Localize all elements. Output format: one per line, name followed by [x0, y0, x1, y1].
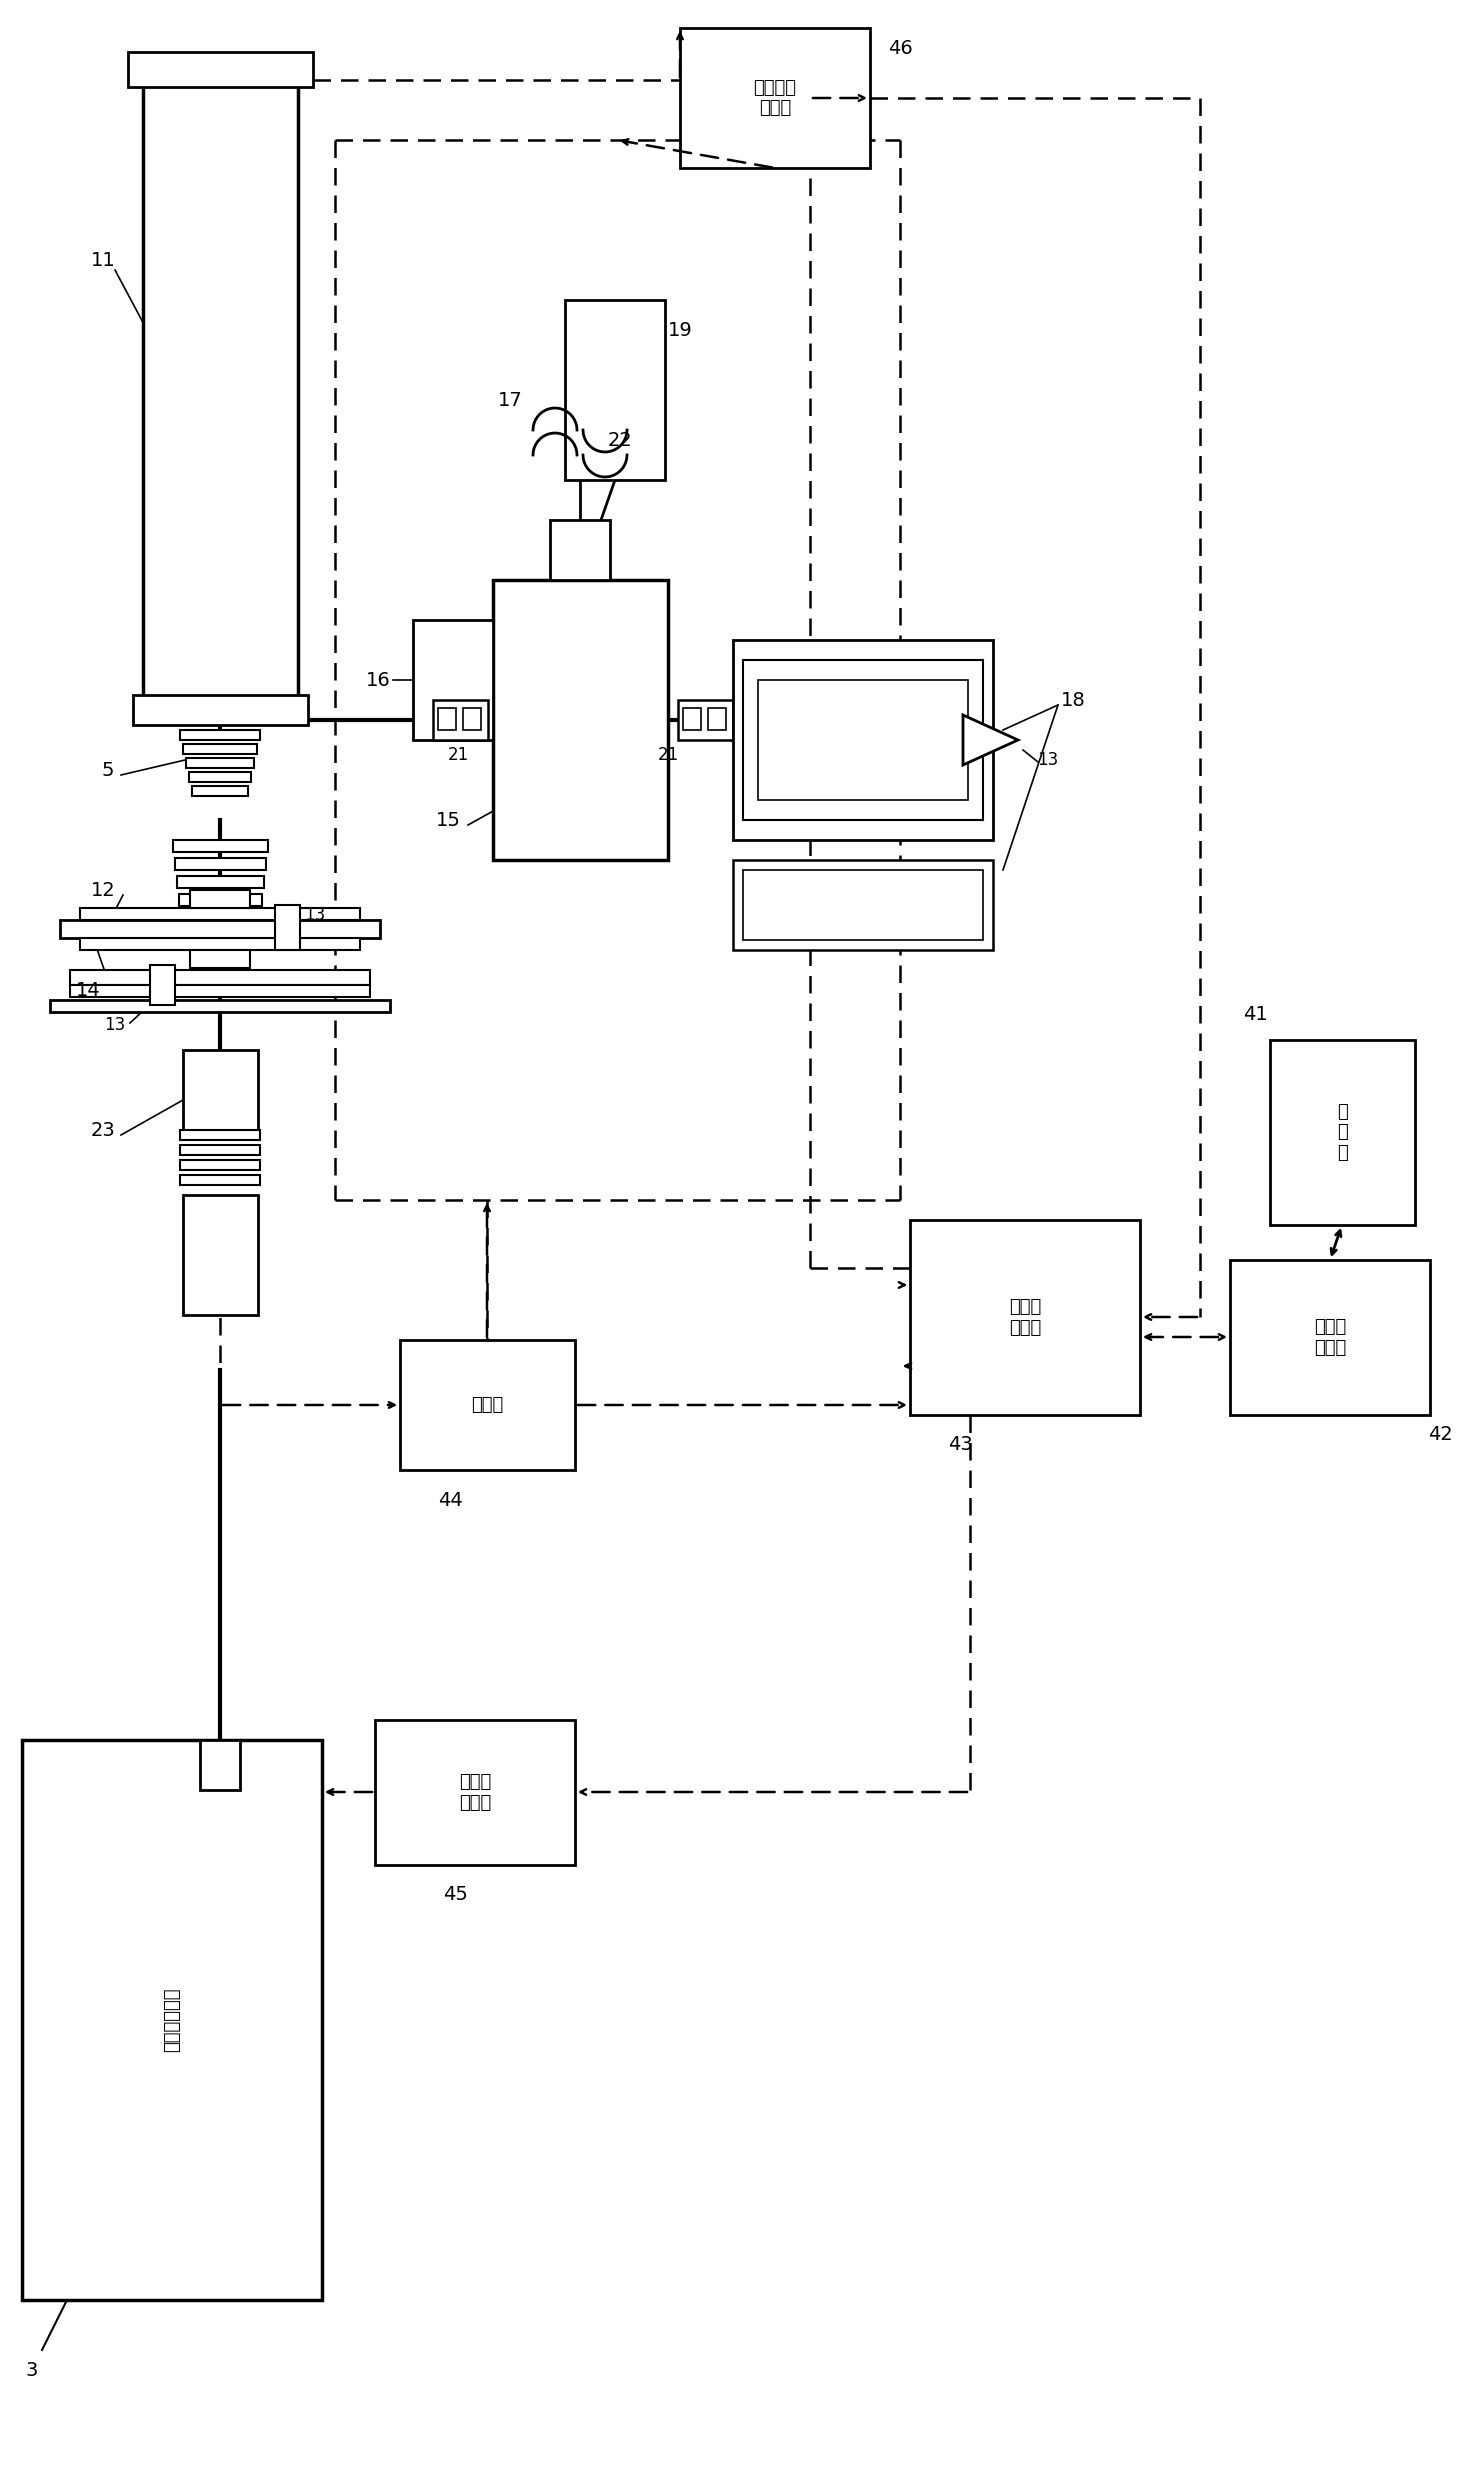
Text: 驱动电机
控制器: 驱动电机 控制器	[753, 79, 796, 117]
Bar	[707, 709, 727, 729]
Bar	[400, 1341, 575, 1470]
Bar	[150, 964, 175, 1004]
Text: 3: 3	[25, 2360, 39, 2380]
Bar	[179, 895, 262, 905]
Bar	[182, 1195, 258, 1314]
Bar	[684, 709, 701, 729]
Text: 原功机
控制器: 原功机 控制器	[458, 1772, 491, 1812]
Bar	[59, 920, 380, 937]
Bar	[179, 729, 260, 741]
Text: 16: 16	[366, 669, 390, 689]
Bar	[681, 27, 871, 169]
Text: 41: 41	[1243, 1006, 1268, 1024]
Text: 23: 23	[90, 1121, 116, 1140]
Text: 22: 22	[608, 431, 632, 449]
Text: 5: 5	[102, 761, 114, 778]
Text: 46: 46	[888, 40, 912, 57]
Bar	[412, 620, 492, 741]
Bar	[182, 1051, 258, 1130]
Text: 驱动滤
波电路: 驱动滤 波电路	[1008, 1299, 1041, 1336]
Bar	[179, 1160, 260, 1170]
Bar	[80, 937, 360, 949]
Bar	[176, 875, 264, 887]
Text: 21: 21	[657, 746, 679, 764]
Polygon shape	[962, 714, 1017, 766]
Text: 45: 45	[442, 1887, 467, 1904]
Text: 13: 13	[104, 1016, 126, 1034]
Text: 实时仿
真系统: 实时仿 真系统	[1314, 1319, 1347, 1356]
Bar	[463, 709, 480, 729]
Bar	[437, 709, 455, 729]
Bar	[758, 679, 968, 801]
Bar	[733, 640, 994, 840]
Bar	[190, 949, 251, 967]
Text: 13: 13	[1038, 751, 1059, 768]
Text: 计
算
机: 计 算 机	[1338, 1103, 1348, 1163]
Text: 44: 44	[437, 1490, 463, 1510]
Text: 13: 13	[304, 905, 326, 925]
Text: 18: 18	[1060, 692, 1086, 709]
Bar	[492, 580, 667, 860]
Bar	[182, 744, 257, 754]
Text: 14: 14	[76, 982, 101, 999]
Bar	[200, 1740, 240, 1790]
Bar	[133, 694, 308, 724]
Bar	[142, 59, 298, 699]
Bar	[1269, 1041, 1415, 1225]
Text: 43: 43	[948, 1435, 973, 1455]
Text: 21: 21	[448, 746, 469, 764]
Bar	[188, 771, 251, 781]
Bar	[743, 870, 983, 940]
Bar	[911, 1220, 1140, 1416]
Bar	[550, 521, 610, 580]
Bar	[1229, 1259, 1430, 1416]
Text: 42: 42	[1428, 1425, 1452, 1445]
Text: 15: 15	[436, 811, 460, 830]
Text: 扭矩仪: 扭矩仪	[472, 1396, 504, 1413]
Bar	[80, 907, 360, 920]
Bar	[179, 1130, 260, 1140]
Bar	[128, 52, 313, 87]
Bar	[185, 759, 254, 768]
Bar	[179, 1175, 260, 1185]
Bar	[175, 858, 265, 870]
Bar	[274, 905, 300, 949]
Bar	[174, 840, 268, 853]
Text: 12: 12	[90, 880, 116, 900]
Bar	[433, 699, 488, 741]
Text: 11: 11	[90, 250, 116, 270]
Bar	[50, 999, 390, 1011]
Bar	[375, 1720, 575, 1864]
Bar	[179, 1145, 260, 1155]
Bar	[70, 969, 369, 984]
Bar	[190, 890, 251, 907]
Text: 道路模拟单元: 道路模拟单元	[163, 1988, 181, 2053]
Text: 19: 19	[667, 320, 693, 340]
Bar	[678, 699, 733, 741]
Bar	[733, 860, 994, 949]
Text: 17: 17	[498, 392, 522, 409]
Bar	[22, 1740, 322, 2301]
Bar	[70, 984, 369, 997]
Bar	[743, 659, 983, 821]
Bar	[565, 300, 664, 481]
Bar	[191, 786, 248, 796]
